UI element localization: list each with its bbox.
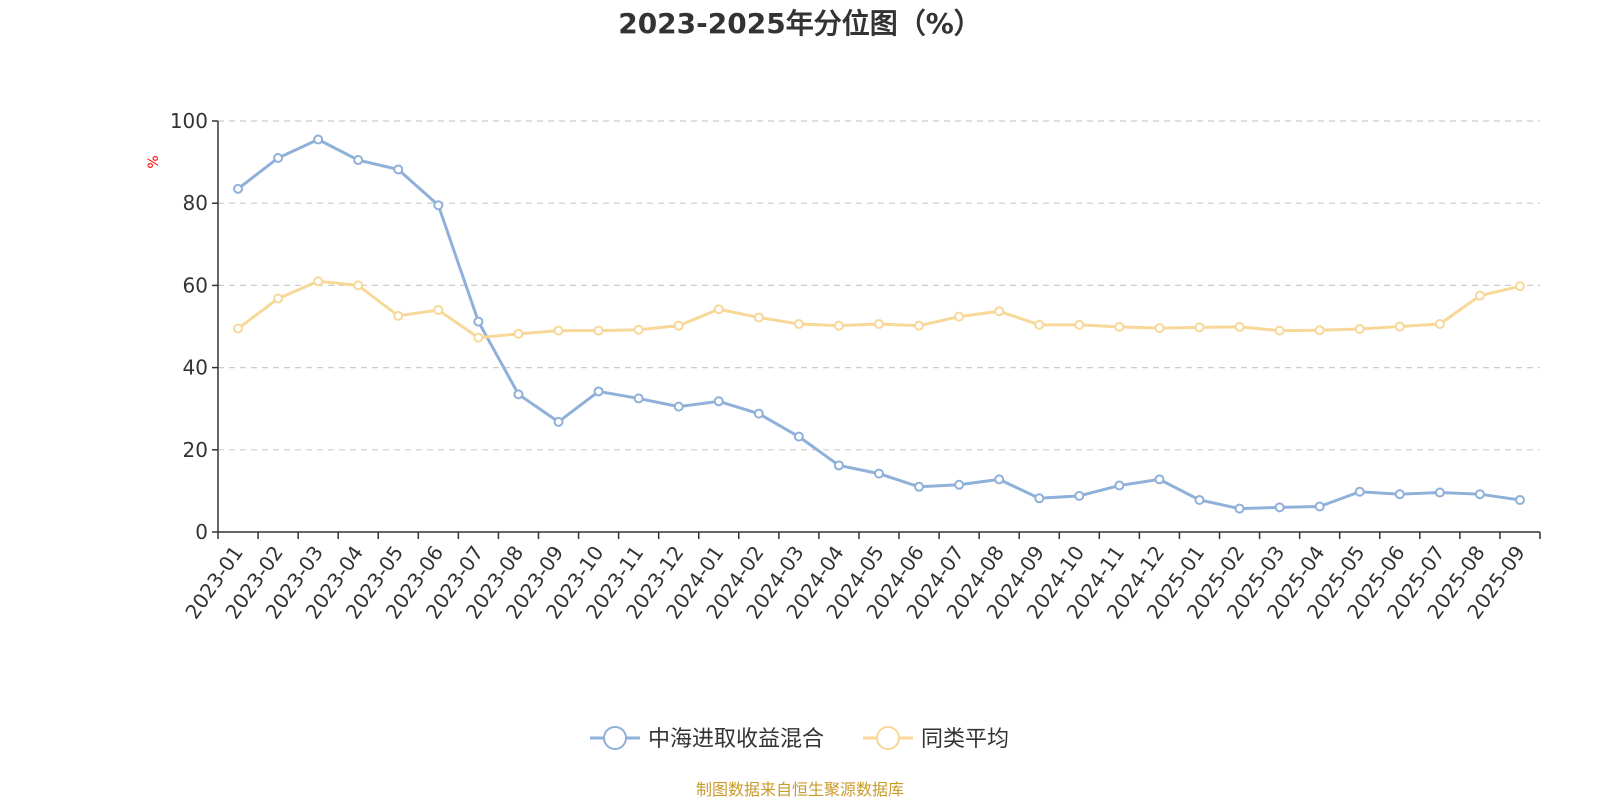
data-point[interactable] xyxy=(313,134,324,145)
data-point[interactable] xyxy=(433,200,444,211)
data-point[interactable] xyxy=(994,306,1005,317)
chart-title: 2023-2025年分位图（%） xyxy=(618,7,982,40)
data-point[interactable] xyxy=(793,431,804,442)
data-point[interactable] xyxy=(473,316,484,327)
data-point[interactable] xyxy=(1074,490,1085,501)
legend-label: 同类平均 xyxy=(921,727,1009,752)
data-point[interactable] xyxy=(914,320,925,331)
data-point[interactable] xyxy=(833,460,844,471)
data-point[interactable] xyxy=(1194,494,1205,505)
data-source-note: 制图数据来自恒生聚源数据库 xyxy=(696,780,904,799)
data-point[interactable] xyxy=(713,304,724,315)
series-lines xyxy=(233,134,1525,514)
data-point[interactable] xyxy=(673,401,684,412)
data-point[interactable] xyxy=(633,393,644,404)
y-tick-label: 0 xyxy=(195,520,208,544)
data-point[interactable] xyxy=(473,332,484,343)
data-point[interactable] xyxy=(1394,489,1405,500)
data-point[interactable] xyxy=(874,468,884,479)
data-point[interactable] xyxy=(1314,501,1325,512)
data-point[interactable] xyxy=(673,320,684,331)
data-point[interactable] xyxy=(553,325,564,336)
data-point[interactable] xyxy=(1234,503,1245,514)
legend-swatch-marker xyxy=(603,726,627,750)
data-point[interactable] xyxy=(874,319,884,330)
data-point[interactable] xyxy=(513,389,524,400)
data-point[interactable] xyxy=(1474,489,1485,500)
series-0 xyxy=(233,134,1525,514)
data-point[interactable] xyxy=(553,416,564,427)
data-point[interactable] xyxy=(1114,321,1125,332)
legend[interactable]: 中海进取收益混合 同类平均 xyxy=(590,726,1009,752)
data-point[interactable] xyxy=(513,328,524,339)
data-point[interactable] xyxy=(353,155,364,166)
data-point[interactable] xyxy=(1034,319,1045,330)
data-point[interactable] xyxy=(233,323,244,334)
series-1 xyxy=(233,276,1525,343)
data-point[interactable] xyxy=(753,408,764,419)
data-point[interactable] xyxy=(313,276,324,287)
y-tick-label: 60 xyxy=(183,273,208,297)
y-tick-label: 40 xyxy=(183,356,208,380)
y-axis-unit: % xyxy=(146,155,162,168)
data-point[interactable] xyxy=(1394,321,1405,332)
data-point[interactable] xyxy=(1474,290,1485,301)
data-point[interactable] xyxy=(994,474,1005,485)
data-point[interactable] xyxy=(713,396,724,407)
data-point[interactable] xyxy=(1514,494,1525,505)
grid-lines xyxy=(218,120,1540,451)
y-tick-label: 100 xyxy=(170,109,208,133)
data-point[interactable] xyxy=(1114,480,1125,491)
data-point[interactable] xyxy=(433,305,444,316)
data-point[interactable] xyxy=(353,280,364,291)
data-point[interactable] xyxy=(1074,319,1085,330)
data-point[interactable] xyxy=(1354,323,1365,334)
data-point[interactable] xyxy=(1274,325,1285,336)
data-point[interactable] xyxy=(1274,502,1285,513)
data-point[interactable] xyxy=(233,183,244,194)
data-point[interactable] xyxy=(914,481,925,492)
data-point[interactable] xyxy=(593,386,604,397)
data-point[interactable] xyxy=(393,310,404,321)
legend-label: 中海进取收益混合 xyxy=(648,727,824,752)
data-point[interactable] xyxy=(1194,322,1205,333)
legend-swatch-marker xyxy=(876,726,900,750)
y-tick-label: 20 xyxy=(183,438,208,462)
data-point[interactable] xyxy=(954,311,965,322)
y-tick-labels: 0 20 40 60 80 100 xyxy=(170,109,208,544)
data-point[interactable] xyxy=(1354,486,1365,497)
y-tick-label: 80 xyxy=(183,191,208,215)
axes xyxy=(212,120,1541,539)
data-point[interactable] xyxy=(633,324,644,335)
legend-item-0[interactable]: 中海进取收益混合 xyxy=(590,726,824,752)
data-point[interactable] xyxy=(273,152,284,163)
data-point[interactable] xyxy=(954,479,965,490)
data-point[interactable] xyxy=(1034,493,1045,504)
data-point[interactable] xyxy=(1434,319,1445,330)
data-point[interactable] xyxy=(1154,474,1165,485)
data-point[interactable] xyxy=(793,319,804,330)
data-point[interactable] xyxy=(273,293,284,304)
data-point[interactable] xyxy=(593,325,604,336)
legend-item-1[interactable]: 同类平均 xyxy=(863,726,1009,752)
data-point[interactable] xyxy=(1434,487,1445,498)
data-point[interactable] xyxy=(833,320,844,331)
data-point[interactable] xyxy=(1514,281,1525,292)
data-point[interactable] xyxy=(393,164,404,175)
data-point[interactable] xyxy=(753,312,764,323)
x-tick-labels: 2023-012023-022023-032023-042023-052023-… xyxy=(180,541,1530,623)
data-point[interactable] xyxy=(1234,321,1245,332)
data-point[interactable] xyxy=(1314,325,1325,336)
data-point[interactable] xyxy=(1154,323,1165,334)
series-line xyxy=(237,279,1521,340)
